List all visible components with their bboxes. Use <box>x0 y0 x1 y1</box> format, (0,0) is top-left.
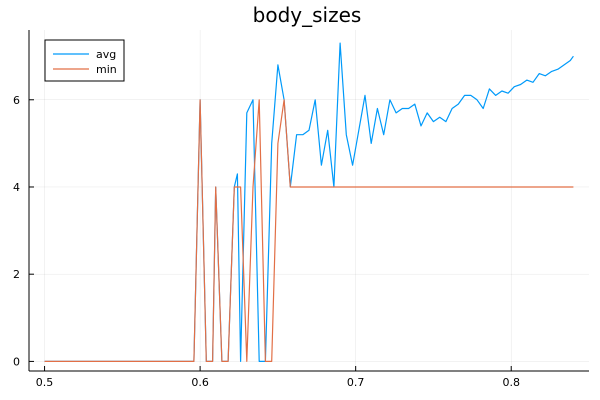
y-tick-label: 2 <box>13 268 20 281</box>
x-tick-label: 0.7 <box>347 376 365 389</box>
x-tick-label: 0.5 <box>36 376 54 389</box>
series-lines <box>44 42 574 362</box>
x-tick-label: 0.6 <box>191 376 209 389</box>
y-tick-label: 0 <box>13 355 20 368</box>
legend: avg min <box>44 39 125 82</box>
legend-avg-label: avg <box>96 48 116 61</box>
y-tick-label: 6 <box>13 94 20 107</box>
axes: 0.5 0.6 0.7 0.8 0 2 4 6 <box>13 30 589 389</box>
legend-box <box>44 39 125 82</box>
chart-title: body_sizes <box>253 3 362 27</box>
series-line-avg <box>44 42 574 362</box>
legend-min-label: min <box>96 63 117 76</box>
series-line-min <box>44 99 574 362</box>
y-tick-label: 4 <box>13 181 20 194</box>
x-tick-label: 0.8 <box>502 376 520 389</box>
